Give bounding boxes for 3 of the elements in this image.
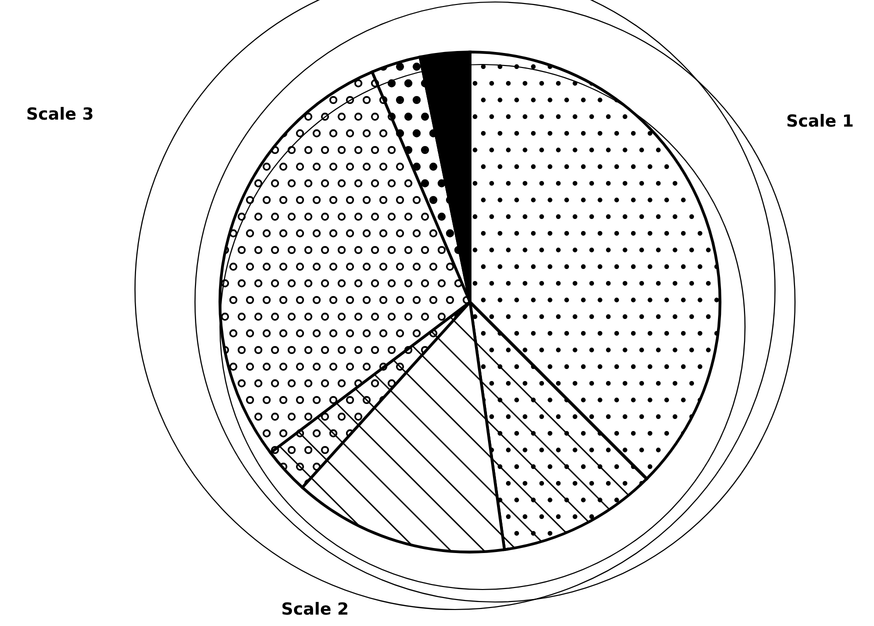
text: Scale 3 [27, 106, 92, 120]
text: Scale 2 [282, 602, 348, 615]
text: Scale 1 [787, 114, 853, 127]
